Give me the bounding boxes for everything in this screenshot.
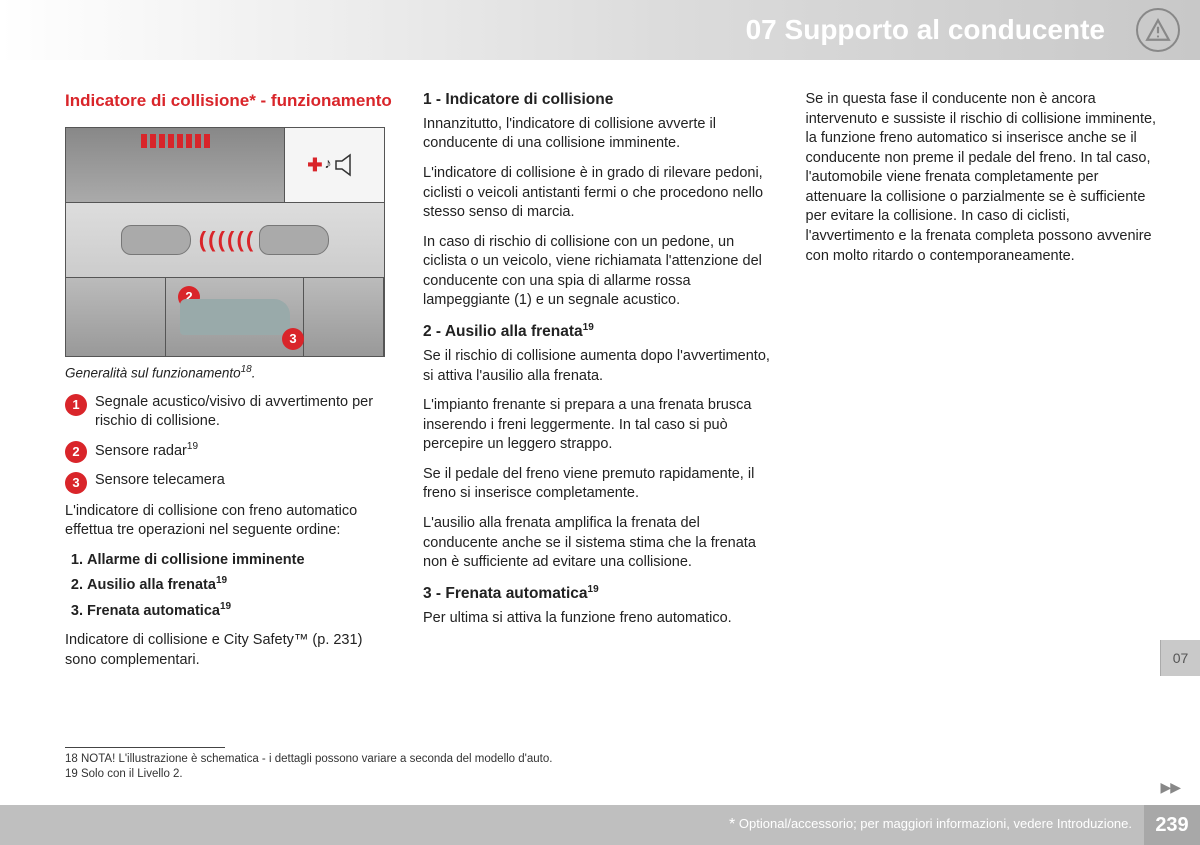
step-item: Allarme di collisione imminente: [87, 551, 395, 571]
legend-badge: 3: [65, 472, 87, 494]
speaker-icon: [334, 153, 362, 177]
page-number: 239: [1144, 805, 1200, 845]
diagram-radar-panel: ( ( ( ( ( (: [66, 203, 384, 278]
intro-paragraph: L'indicatore di collisione con freno aut…: [65, 502, 395, 541]
car-rear-icon: [121, 225, 191, 255]
page-header: 07 Supporto al conducente: [0, 0, 1200, 60]
continue-icon: ▶▶: [1160, 778, 1180, 797]
car-front-icon: [259, 225, 329, 255]
diagram-badge-3: 3: [282, 328, 304, 350]
legend-item: 3 Sensore telecamera: [65, 471, 395, 494]
caption-sup: 18: [241, 364, 252, 375]
car-side-icon: [180, 299, 290, 335]
diagram-audio-panel: ✚ ♪: [284, 128, 384, 202]
legend-text: Segnale acustico/visivo di avvertimento …: [95, 393, 395, 432]
chapter-title: 07 Supporto al conducente: [746, 14, 1110, 45]
warning-light-icon: [141, 134, 210, 148]
subheading: 2 - Ausilio alla frenata19: [423, 321, 778, 343]
warning-triangle-icon: [1136, 8, 1180, 52]
paragraph: Se in questa fase il conducente non è an…: [806, 90, 1161, 266]
paragraph: Se il rischio di collisione aumenta dopo…: [423, 347, 778, 386]
legend-item: 2 Sensore radar19: [65, 440, 395, 463]
subheading: 3 - Frenata automatica19: [423, 583, 778, 605]
column-middle: 1 - Indicatore di collisione Innanzitutt…: [423, 90, 778, 680]
paragraph: Innanzitutto, l'indicatore di collisione…: [423, 115, 778, 154]
steps-list: Allarme di collisione imminente Ausilio …: [65, 551, 395, 621]
step-item: Frenata automatica19: [87, 600, 395, 621]
diagram-sensor-panel: [66, 278, 166, 356]
column-left: Indicatore di collisione* - funzionament…: [65, 90, 395, 680]
legend-text: Sensore telecamera: [95, 471, 225, 491]
content-area: Indicatore di collisione* - funzionament…: [0, 60, 1200, 680]
legend-item: 1 Segnale acustico/visivo di avvertiment…: [65, 393, 395, 432]
subheading: 1 - Indicatore di collisione: [423, 90, 778, 111]
caption-text: Generalità sul funzionamento: [65, 365, 241, 380]
column-right: Se in questa fase il conducente non è an…: [806, 90, 1161, 680]
paragraph: L'ausilio alla frenata amplifica la fren…: [423, 514, 778, 573]
diagram-dashboard-panel: [66, 128, 284, 202]
legend-text: Sensore radar19: [95, 440, 198, 461]
plus-icon: ✚: [307, 153, 322, 177]
page-footer: * Optional/accessorio; per maggiori info…: [0, 805, 1200, 845]
chapter-tab: 07: [1160, 640, 1200, 676]
outro-paragraph: Indicatore di collisione e City Safety™ …: [65, 631, 395, 670]
paragraph: In caso di rischio di collisione con un …: [423, 233, 778, 311]
footer-note: * Optional/accessorio; per maggiori info…: [729, 814, 1132, 836]
step-item: Ausilio alla frenata19: [87, 574, 395, 595]
paragraph: Per ultima si attiva la funzione freno a…: [423, 609, 778, 629]
legend-badge: 2: [65, 441, 87, 463]
diagram-caption: Generalità sul funzionamento18.: [65, 363, 395, 383]
music-note-icon: ♪: [324, 155, 331, 175]
footnote: 18 NOTA! L'illustrazione è schematica - …: [65, 752, 552, 768]
section-title: Indicatore di collisione* - funzionament…: [65, 90, 395, 113]
footnotes: 18 NOTA! L'illustrazione è schematica - …: [65, 747, 552, 783]
paragraph: L'impianto frenante si prepara a una fre…: [423, 396, 778, 455]
collision-diagram: 1 ✚ ♪ ( ( ( ( ( (: [65, 127, 385, 357]
diagram-camera-panel: [304, 278, 384, 356]
footnote: 19 Solo con il Livello 2.: [65, 767, 552, 783]
paragraph: L'indicatore di collisione è in grado di…: [423, 164, 778, 223]
paragraph: Se il pedale del freno viene premuto rap…: [423, 465, 778, 504]
radar-waves-icon: ( ( ( ( ( (: [199, 225, 252, 255]
legend-badge: 1: [65, 394, 87, 416]
diagram-car-panel: 2 3: [166, 278, 304, 356]
